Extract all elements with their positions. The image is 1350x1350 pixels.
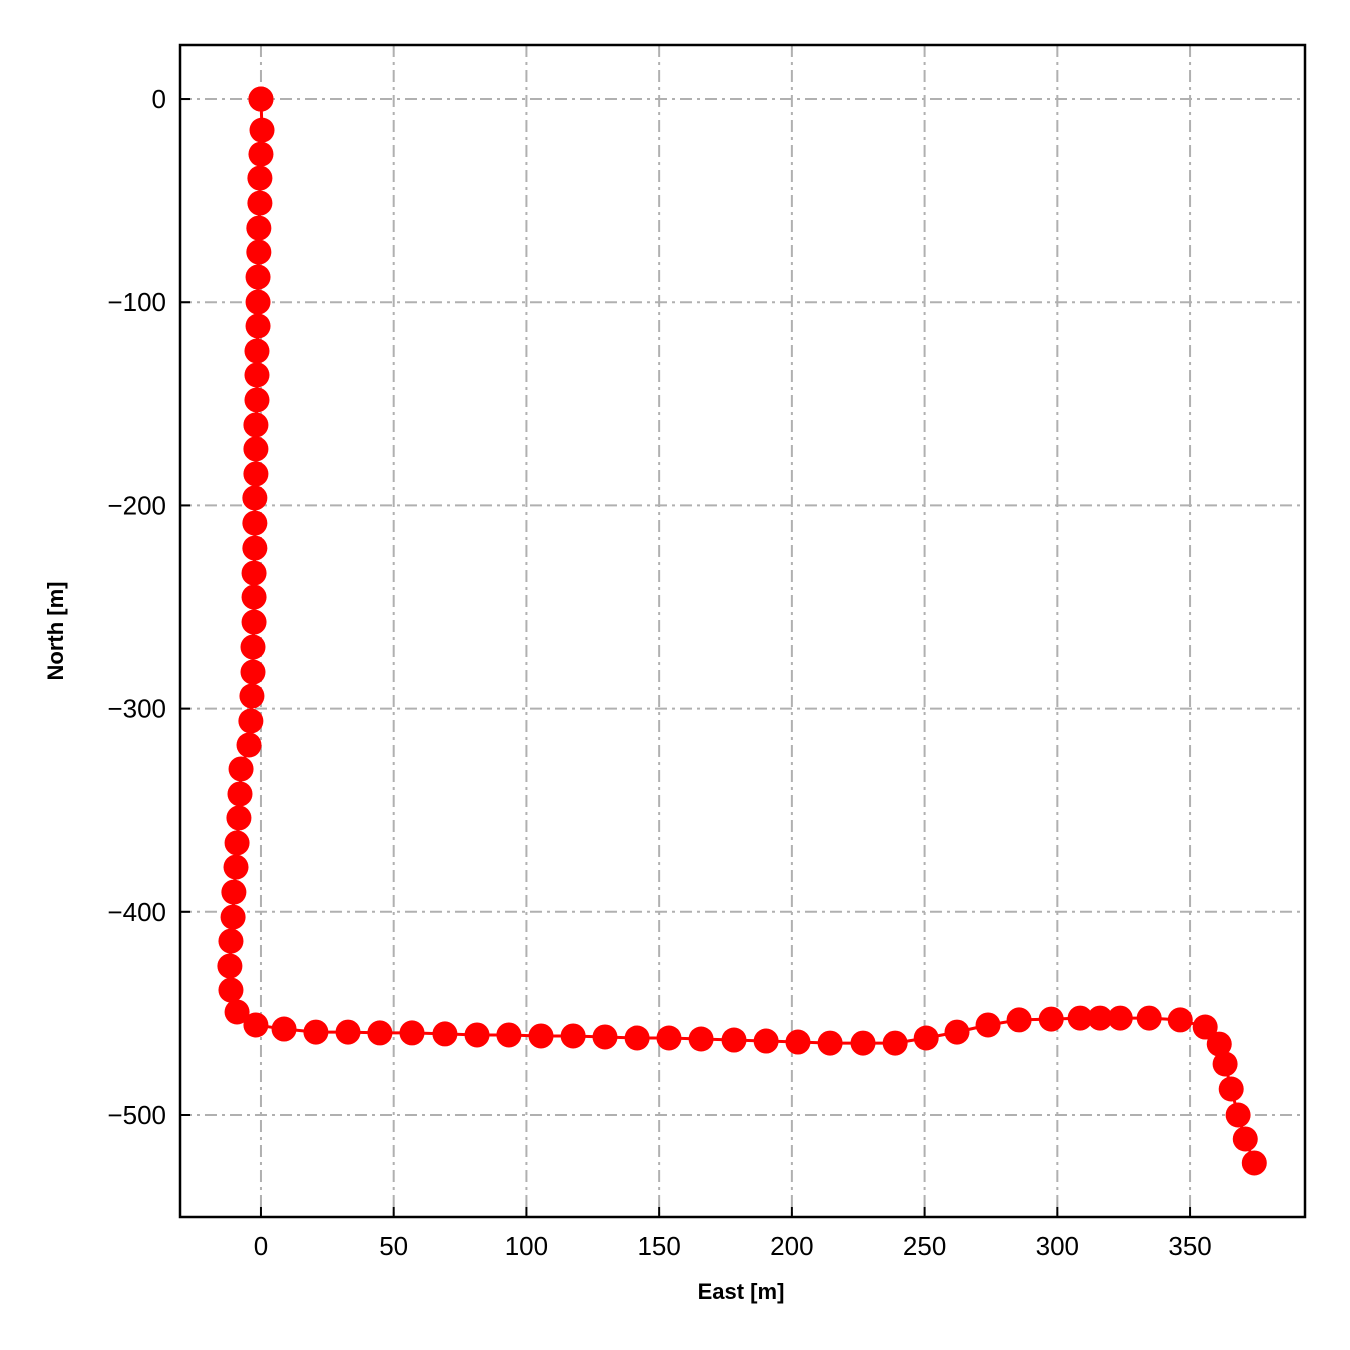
marker xyxy=(218,928,244,954)
y-tick-label: 0 xyxy=(152,84,166,114)
marker xyxy=(721,1027,747,1053)
marker xyxy=(1192,1014,1218,1040)
plot-frame xyxy=(178,43,1307,1219)
marker xyxy=(228,756,254,782)
marker xyxy=(528,1023,554,1049)
x-tick-label: 250 xyxy=(903,1231,946,1261)
marker xyxy=(1167,1007,1193,1033)
marker xyxy=(882,1030,908,1056)
x-tick-label: 0 xyxy=(254,1231,268,1261)
marker xyxy=(850,1030,876,1056)
x-tick-label: 350 xyxy=(1168,1231,1211,1261)
y-tick-label: −400 xyxy=(107,897,166,927)
marker xyxy=(913,1025,939,1051)
marker xyxy=(247,190,273,216)
marker xyxy=(242,510,268,536)
x-axis-label: East [m] xyxy=(698,1279,785,1304)
marker xyxy=(688,1026,714,1052)
y-tick-label: −500 xyxy=(107,1100,166,1130)
marker xyxy=(243,461,269,487)
marker xyxy=(1206,1031,1232,1057)
y-tick-label: −200 xyxy=(107,490,166,520)
marker xyxy=(223,854,249,880)
marker xyxy=(817,1030,843,1056)
marker xyxy=(227,781,253,807)
marker xyxy=(241,609,267,635)
marker xyxy=(592,1024,618,1050)
marker xyxy=(218,977,244,1003)
marker xyxy=(249,117,275,143)
marker xyxy=(244,362,270,388)
marker xyxy=(1232,1126,1258,1152)
y-tick-label: −100 xyxy=(107,287,166,317)
marker xyxy=(1087,1005,1113,1031)
x-tick-label: 150 xyxy=(637,1231,680,1261)
marker xyxy=(246,239,272,265)
marker xyxy=(624,1025,650,1051)
y-axis-label: North [m] xyxy=(43,582,68,681)
marker xyxy=(399,1020,425,1046)
marker xyxy=(221,879,247,905)
marker xyxy=(1038,1006,1064,1032)
marker xyxy=(243,1012,269,1038)
marker xyxy=(224,999,250,1025)
x-tick-label: 50 xyxy=(379,1231,408,1261)
x-tick-label: 200 xyxy=(770,1231,813,1261)
marker xyxy=(245,264,271,290)
marker xyxy=(246,215,272,241)
x-tick-label: 300 xyxy=(1036,1231,1079,1261)
series-line xyxy=(228,98,1256,1164)
marker xyxy=(243,436,269,462)
marker xyxy=(220,904,246,930)
marker xyxy=(244,338,270,364)
marker xyxy=(245,289,271,315)
y-tick-label: −300 xyxy=(107,694,166,724)
marker xyxy=(217,953,243,979)
marker xyxy=(240,634,266,660)
marker xyxy=(1241,1150,1267,1176)
marker xyxy=(240,659,266,685)
marker xyxy=(432,1021,458,1047)
marker xyxy=(248,86,274,112)
marker xyxy=(242,485,268,511)
marker xyxy=(1136,1005,1162,1031)
x-tick-label: 100 xyxy=(505,1231,548,1261)
marker xyxy=(245,313,271,339)
marker xyxy=(303,1019,329,1045)
marker xyxy=(236,732,262,758)
marker xyxy=(1212,1051,1238,1077)
marker xyxy=(560,1023,586,1049)
marker xyxy=(1067,1005,1093,1031)
marker xyxy=(656,1025,682,1051)
marker xyxy=(239,683,265,709)
marker xyxy=(367,1020,393,1046)
marker xyxy=(464,1022,490,1048)
marker xyxy=(242,535,268,561)
marker xyxy=(226,805,252,831)
marker xyxy=(785,1029,811,1055)
marker xyxy=(1225,1102,1251,1128)
marker xyxy=(1218,1076,1244,1102)
marker xyxy=(1107,1005,1133,1031)
marker xyxy=(496,1022,522,1048)
marker xyxy=(247,165,273,191)
marker xyxy=(335,1019,361,1045)
marker xyxy=(944,1019,970,1045)
marker xyxy=(248,141,274,167)
marker xyxy=(975,1012,1001,1038)
marker xyxy=(241,584,267,610)
marker xyxy=(243,412,269,438)
marker xyxy=(241,560,267,586)
marker xyxy=(271,1016,297,1042)
marker xyxy=(244,387,270,413)
marker xyxy=(224,830,250,856)
marker xyxy=(753,1028,779,1054)
marker xyxy=(1006,1007,1032,1033)
marker xyxy=(238,708,264,734)
